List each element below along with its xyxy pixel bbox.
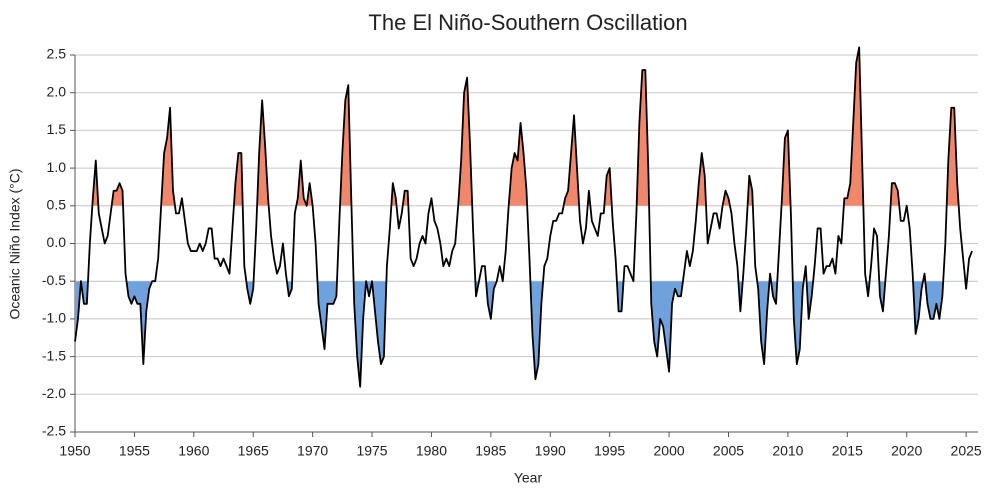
x-tick-label: 1985 [475,443,506,459]
y-tick-label: -2.0 [42,385,66,401]
x-tick-label: 1950 [59,443,90,459]
x-tick-label: 2020 [891,443,922,459]
y-tick-label: 0.0 [47,234,67,250]
series-line [74,46,973,388]
x-tick-label: 1975 [356,443,387,459]
x-tick-label: 1955 [119,443,150,459]
threshold-area [75,281,967,387]
x-tick-label: 1980 [416,443,447,459]
x-tick-label: 2010 [772,443,803,459]
x-tick-label: 2015 [832,443,863,459]
x-tick-label: 1995 [594,443,625,459]
x-tick-label: 1990 [535,443,566,459]
y-tick-label: -1.0 [42,310,66,326]
x-tick-label: 1970 [297,443,328,459]
x-tick-label: 2025 [951,443,982,459]
y-tick-label: 0.5 [47,197,67,213]
y-tick-label: 1.5 [47,121,67,137]
y-tick-label: -1.5 [42,347,66,363]
y-tick-label: 2.0 [47,83,67,99]
x-axis-label: Year [514,470,543,486]
y-tick-label: 1.0 [47,159,67,175]
y-tick-label: 2.5 [47,46,67,62]
x-tick-label: 2005 [713,443,744,459]
x-tick-label: 1960 [178,443,209,459]
y-axis-label: Oceanic Niño Index (°C) [7,168,23,319]
y-tick-label: -2.5 [42,423,66,439]
chart-title: The El Niño-Southern Oscillation [368,10,687,35]
threshold-area [75,55,973,206]
x-tick-label: 2000 [654,443,685,459]
y-tick-label: -0.5 [42,272,66,288]
x-tick-label: 1965 [238,443,269,459]
